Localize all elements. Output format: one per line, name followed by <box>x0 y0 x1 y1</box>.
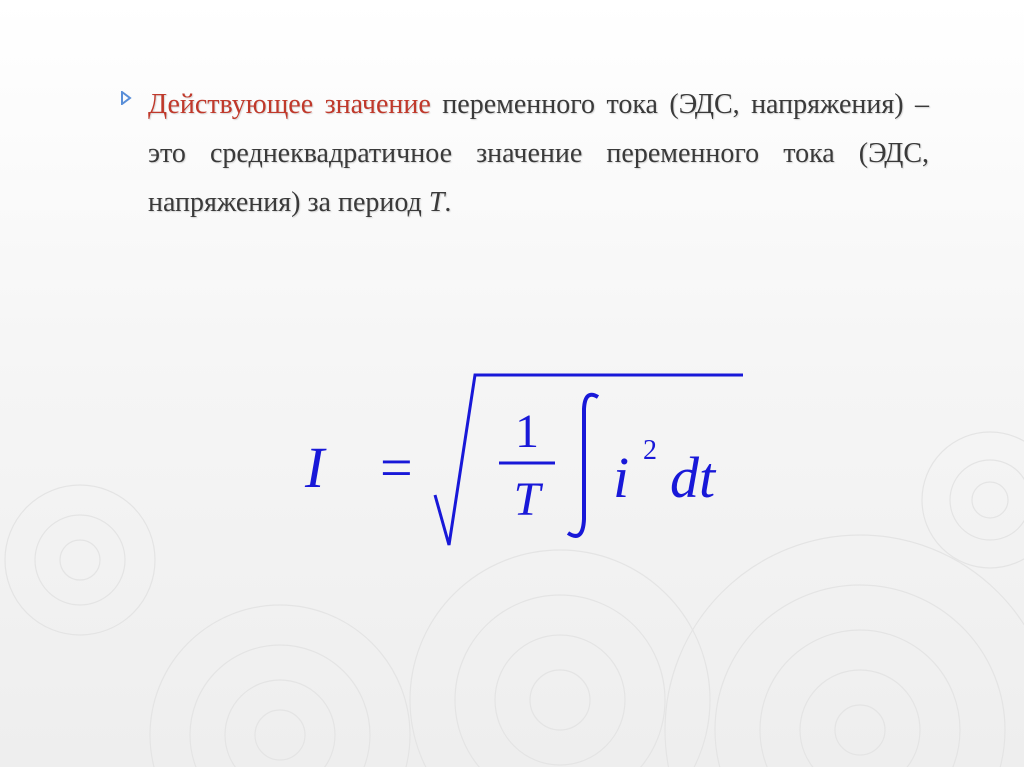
bullet-paragraph: Действующее значение переменного тока (Э… <box>120 80 929 227</box>
slide-content: Действующее значение переменного тока (Э… <box>0 0 1024 612</box>
definition-text: Действующее значение переменного тока (Э… <box>148 80 929 227</box>
svg-text:dt: dt <box>670 445 717 510</box>
svg-text:=: = <box>380 435 413 500</box>
lead-term: Действующее значение <box>148 89 431 120</box>
svg-text:I: I <box>304 435 327 500</box>
definition-body-2: . <box>444 187 451 218</box>
svg-text:1: 1 <box>515 405 539 458</box>
rms-formula: I = 1 Ti2 dt <box>295 347 755 567</box>
svg-text:T: T <box>513 473 543 526</box>
formula-block: I = 1 Ti2 dt <box>120 347 929 572</box>
period-symbol: T <box>429 187 445 218</box>
svg-text:2: 2 <box>643 435 657 466</box>
bullet-chevron-icon <box>120 91 134 110</box>
svg-text:i: i <box>613 445 629 510</box>
